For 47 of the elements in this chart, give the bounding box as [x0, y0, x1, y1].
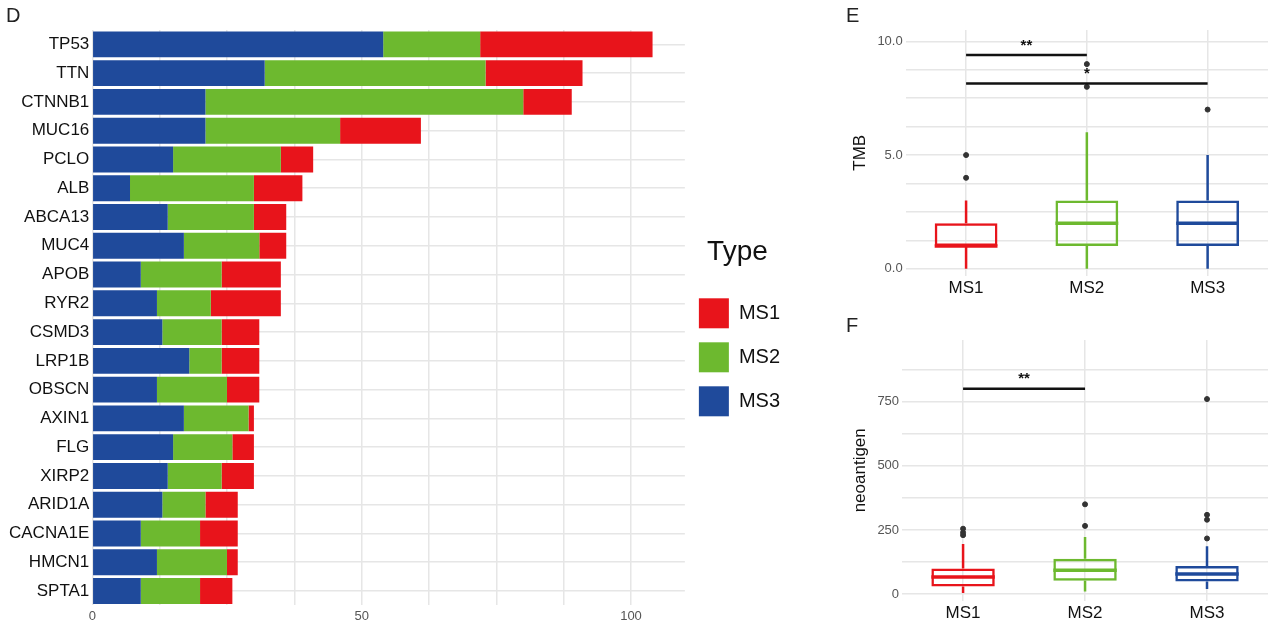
legend-label: MS3	[738, 388, 780, 411]
y-tick-label: RYR2	[44, 293, 90, 312]
y-tick-label: TP53	[48, 34, 90, 54]
y-tick-label: XIRP2	[40, 465, 90, 485]
y-tick-label: 0	[891, 585, 900, 601]
y-tick-label: 5.0	[884, 146, 903, 162]
annotation: **	[1018, 369, 1031, 387]
annotation: *	[1083, 64, 1090, 82]
y-tick-label: AXIN1	[40, 408, 90, 428]
y-tick-label: PCLO	[43, 149, 90, 169]
y-tick-label: 500	[877, 457, 900, 473]
y-tick-label: ARID1A	[27, 494, 90, 514]
x-tick-label: MS2	[1067, 603, 1103, 623]
y-tick-label: CACNA1E	[8, 523, 90, 543]
x-tick-label: 100	[620, 607, 642, 623]
y-tick-label: ALB	[57, 177, 90, 197]
y-tick-label: APOB	[42, 264, 90, 284]
y-tick-label: ABCA13	[24, 206, 90, 226]
y-tick-label: 250	[877, 521, 900, 537]
legend-title: Type	[707, 235, 768, 267]
y-tick-label: 10.0	[877, 32, 903, 48]
annotation: **	[1020, 35, 1033, 53]
x-tick-label: MS3	[1189, 603, 1225, 623]
x-tick-label: MS1	[945, 603, 981, 623]
x-tick-label: MS2	[1069, 278, 1105, 298]
chart-title: F	[846, 313, 859, 336]
y-tick-label: MUC4	[41, 235, 90, 255]
y-tick-label: 750	[877, 393, 900, 409]
y-tick-label: MUC16	[31, 120, 90, 140]
x-tick-label: MS1	[948, 278, 984, 298]
y-tick-label: OBSCN	[28, 379, 90, 399]
legend-label: MS2	[738, 344, 780, 367]
y-tick-label: 0.0	[884, 260, 903, 276]
y-axis-title: neoantigen	[849, 428, 869, 513]
y-axis-title: TMB	[849, 134, 869, 171]
y-tick-label: HMCN1	[28, 551, 90, 571]
x-tick-label: 50	[354, 607, 369, 623]
y-tick-label: SPTA1	[36, 580, 90, 600]
y-tick-label: TTN	[56, 62, 90, 82]
chart-title: E	[846, 3, 860, 26]
y-tick-label: LRP1B	[35, 350, 90, 370]
y-tick-label: CSMD3	[29, 321, 90, 341]
x-tick-label: MS3	[1190, 278, 1226, 298]
legend-label: MS1	[738, 300, 780, 323]
y-tick-label: CTNNB1	[21, 91, 90, 111]
y-tick-label: FLG	[56, 436, 90, 456]
chart-title: D	[6, 3, 21, 26]
